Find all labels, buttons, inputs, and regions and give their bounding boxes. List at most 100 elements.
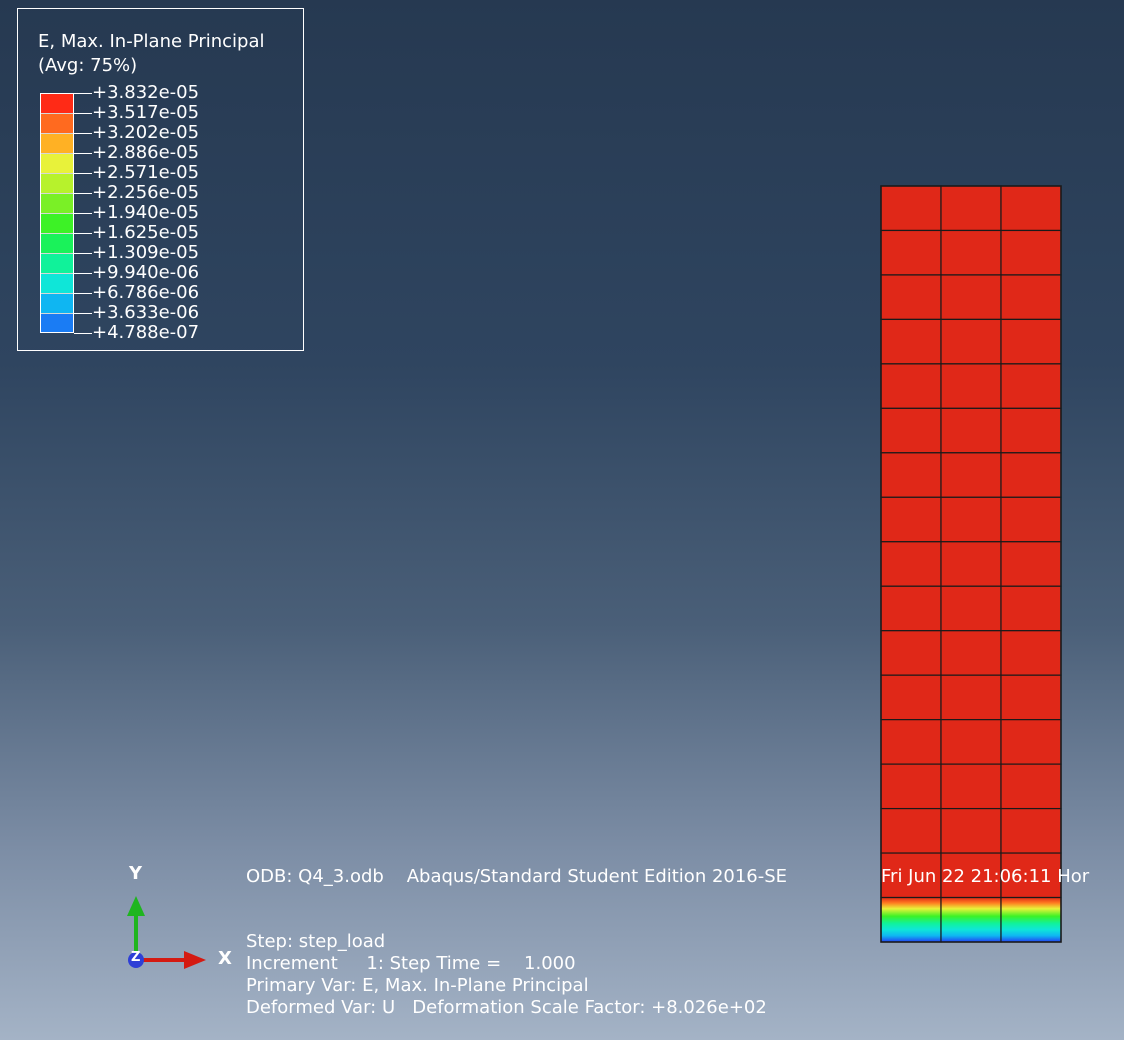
mesh-element [880,229,942,276]
legend-swatch [40,93,74,113]
mesh-element [1000,229,1062,276]
mesh-element-bottom [940,896,1002,943]
legend-tick [74,273,92,274]
legend-tick [74,253,92,254]
mesh-element [880,630,942,676]
legend-swatch [40,313,74,333]
mesh-outline [880,185,1062,943]
x-axis-arrow [184,951,206,969]
mesh-element [940,274,1002,321]
legend-title: E, Max. In-Plane Principal [38,31,265,52]
mesh-element [1000,318,1062,365]
mesh-element [880,407,942,454]
mesh-element [940,185,1002,232]
legend-value: +3.633e-06 [92,302,200,323]
triad-graphic [127,896,206,969]
mesh-element [940,541,1002,587]
mesh-element [940,763,1002,810]
mesh-element [1000,452,1062,498]
mesh-element [880,585,942,632]
mesh-element [940,719,1002,765]
mesh-element [880,719,942,765]
z-axis-dot [128,952,144,968]
legend-swatch [40,253,74,273]
contour-legend: E, Max. In-Plane Principal (Avg: 75%) +3… [17,8,304,351]
mesh [880,185,1062,943]
legend-tick [74,213,92,214]
mesh-element [1000,719,1062,765]
legend-value: +1.940e-05 [92,202,200,223]
mesh-element [880,807,942,854]
mesh-element-bottom [880,896,942,943]
legend-tick [74,293,92,294]
mesh-element [940,452,1002,498]
mesh-element [880,496,942,543]
legend-value: +1.625e-05 [92,222,200,243]
mesh-element [940,630,1002,676]
legend-swatch [40,193,74,213]
mesh-element [940,852,1002,899]
mesh-element [1000,541,1062,587]
legend-tick [74,193,92,194]
legend-tick [74,113,92,114]
legend-value: +4.788e-07 [92,322,200,343]
legend-swatch [40,133,74,153]
legend-tick [74,313,92,314]
mesh-element [940,807,1002,854]
mesh-element [1000,674,1062,721]
legend-swatch [40,213,74,233]
legend-tick [74,333,92,334]
legend-value: +6.786e-06 [92,282,200,303]
legend-value: +9.940e-06 [92,262,200,283]
mesh-element [1000,807,1062,854]
axis-triad: Y X Z [120,860,250,980]
mesh-element [940,318,1002,365]
legend-value: +1.309e-05 [92,242,200,263]
mesh-element [880,452,942,498]
mesh-element [880,185,942,232]
mesh-element [880,674,942,721]
mesh-element [880,363,942,409]
mesh-element [940,496,1002,543]
y-axis-label: Y [129,863,143,884]
mesh-element [1000,763,1062,810]
y-axis-arrow [127,896,145,916]
legend-tick [74,173,92,174]
legend-swatch [40,173,74,193]
mesh-element [1000,407,1062,454]
legend-swatch [40,273,74,293]
date-info: Fri Jun 22 21:06:11 Hor [881,866,1090,887]
legend-tick [74,133,92,134]
mesh-element [940,407,1002,454]
primary-var-line: Primary Var: E, Max. In-Plane Principal [246,975,589,996]
legend-bar-frame [40,93,74,333]
mesh-element [1000,852,1062,899]
mesh-element [880,274,942,321]
legend-value: +2.886e-05 [92,142,200,163]
mesh-element [1000,363,1062,409]
legend-averaging: (Avg: 75%) [38,55,138,76]
legend-tick [74,233,92,234]
legend-value: +2.571e-05 [92,162,200,183]
legend-value: +3.517e-05 [92,102,200,123]
deformed-var-line: Deformed Var: U Deformation Scale Factor… [246,997,767,1018]
legend-tick [74,153,92,154]
step-info: Step: step_load Increment 1: Step Time = … [246,931,767,1019]
mesh-element [880,541,942,587]
legend-swatch [40,113,74,133]
legend-swatch [40,153,74,173]
mesh-element [1000,274,1062,321]
mesh-element [1000,496,1062,543]
z-axis-label: Z [131,950,141,965]
mesh-element [940,229,1002,276]
legend-value: +3.202e-05 [92,122,200,143]
mesh-element [940,674,1002,721]
mesh-element [880,763,942,810]
mesh-element [1000,630,1062,676]
legend-value: +2.256e-05 [92,182,200,203]
legend-swatch [40,293,74,313]
mesh-element [940,585,1002,632]
legend-swatch [40,233,74,253]
